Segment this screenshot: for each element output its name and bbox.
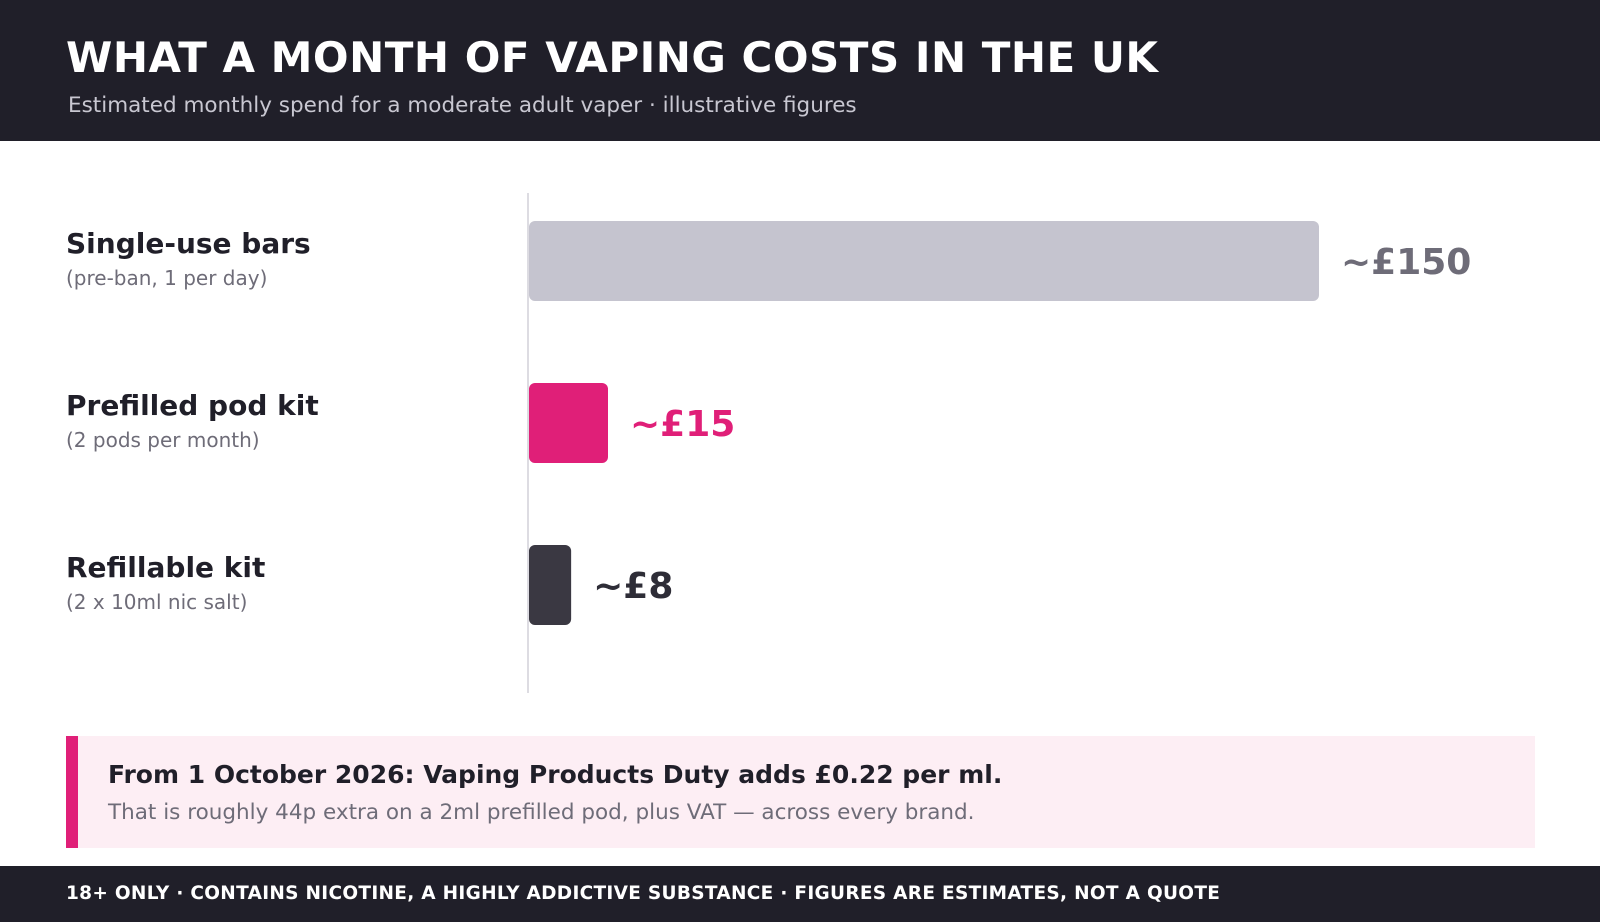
bar-0 (529, 221, 1319, 301)
bar-1 (529, 383, 608, 463)
duty-callout: From 1 October 2026: Vaping Products Dut… (66, 736, 1535, 848)
category-label-refillable: Refillable kit (2 x 10ml nic salt) (66, 551, 265, 614)
category-name: Prefilled pod kit (66, 389, 319, 422)
callout-accent-bar (66, 736, 78, 848)
header: WHAT A MONTH OF VAPING COSTS IN THE UK E… (0, 0, 1600, 141)
bar-2 (529, 545, 572, 625)
footer: 18+ ONLY · CONTAINS NICOTINE, A HIGHLY A… (0, 866, 1600, 922)
category-sublabel: (2 pods per month) (66, 428, 260, 452)
category-label-prefilled-pod: Prefilled pod kit (2 pods per month) (66, 389, 319, 452)
category-sublabel: (pre-ban, 1 per day) (66, 266, 268, 290)
footer-disclaimer: 18+ ONLY · CONTAINS NICOTINE, A HIGHLY A… (66, 883, 1221, 904)
bar-chart: ~£150 ~£15 ~£8 (527, 193, 1471, 693)
bar-value-label-0: ~£150 (1341, 242, 1471, 283)
category-name: Refillable kit (66, 551, 266, 584)
category-label-single-use: Single-use bars (pre-ban, 1 per day) (66, 227, 311, 290)
category-sublabel: (2 x 10ml nic salt) (66, 590, 248, 614)
callout-headline: From 1 October 2026: Vaping Products Dut… (108, 760, 1003, 789)
bar-value-label-2: ~£8 (593, 566, 673, 607)
callout-body: That is roughly 44p extra on a 2ml prefi… (108, 800, 975, 825)
category-name: Single-use bars (66, 227, 311, 260)
page-subtitle: Estimated monthly spend for a moderate a… (68, 93, 857, 118)
bar-value-label-1: ~£15 (630, 404, 735, 445)
page-title: WHAT A MONTH OF VAPING COSTS IN THE UK (66, 33, 1159, 82)
